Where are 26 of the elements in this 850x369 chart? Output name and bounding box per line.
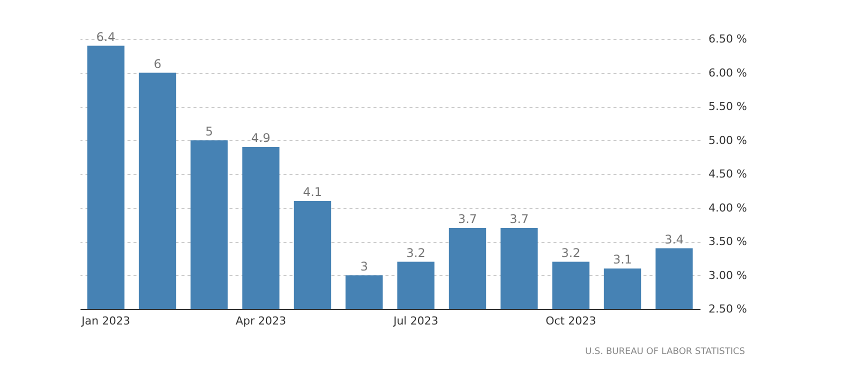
data-label: 5	[205, 124, 213, 138]
data-label: 3.2	[406, 246, 426, 260]
y-tick-label: 5.00 %	[708, 134, 747, 147]
x-tick-label: Jul 2023	[392, 314, 438, 328]
y-tick-label: 3.00 %	[708, 268, 747, 282]
data-label: 4.1	[302, 185, 322, 199]
y-tick-label: 5.50 %	[708, 100, 747, 113]
data-label: 3.7	[458, 212, 478, 226]
data-label: 3.7	[510, 212, 529, 226]
data-label: 3.2	[561, 246, 580, 260]
data-label: 6.4	[96, 30, 116, 44]
y-tick-label: 6.00 %	[708, 66, 747, 80]
text: U.S. BUREAU OF LABOR STATISTICS	[585, 347, 746, 357]
data-label: 3.1	[612, 252, 632, 266]
data-label: 3.4	[664, 232, 684, 246]
x-tick-label: Oct 2023	[546, 314, 596, 328]
y-tick-label: 4.00 %	[708, 201, 747, 214]
x-tick-label: Apr 2023	[236, 314, 286, 328]
data-label: 4.9	[251, 131, 270, 145]
x-tick-label: Jan 2023	[80, 314, 130, 328]
data-label: 3	[360, 259, 368, 274]
y-tick-label: 4.50 %	[708, 168, 747, 180]
y-tick-label: 2.50 %	[708, 302, 747, 316]
y-tick-label: 6.50 %	[708, 32, 747, 46]
y-tick-label: 3.50 %	[708, 235, 747, 248]
data-label: 6	[154, 56, 162, 71]
